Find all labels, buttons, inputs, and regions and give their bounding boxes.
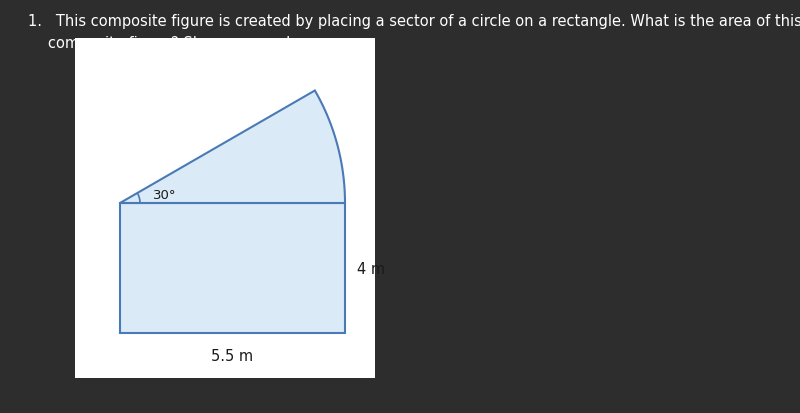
Text: composite figure? Show you work.: composite figure? Show you work. bbox=[48, 36, 299, 51]
Bar bbox=[75, 39, 375, 378]
Text: 30°: 30° bbox=[153, 188, 176, 201]
Text: 4 m: 4 m bbox=[357, 261, 385, 276]
Bar bbox=[120, 204, 345, 333]
Text: 5.5 m: 5.5 m bbox=[211, 348, 254, 363]
Polygon shape bbox=[120, 91, 345, 204]
Text: 1.   This composite figure is created by placing a sector of a circle on a recta: 1. This composite figure is created by p… bbox=[28, 14, 800, 29]
